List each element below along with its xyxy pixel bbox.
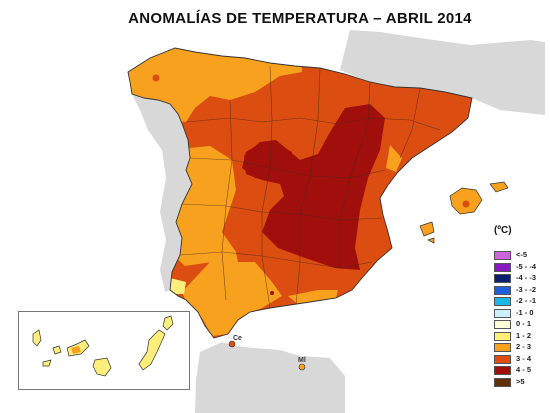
canary-islands-map: [32, 315, 174, 377]
legend-label: -2 - -1: [516, 296, 537, 305]
legend-item: -5 - -4: [494, 261, 550, 273]
ceuta: [228, 340, 236, 348]
mallorca-spot: [462, 200, 470, 208]
zone-south-orange: [182, 262, 282, 336]
peninsula-outline: [127, 47, 473, 339]
legend-label: 4 - 5: [516, 365, 532, 374]
legend-unit: (ºC): [494, 225, 512, 236]
legend-label: 3 - 4: [516, 353, 532, 363]
la-palma: [32, 329, 42, 347]
legend-item: -2 - -1: [494, 296, 550, 307]
el-hierro: [42, 359, 52, 367]
spot-galicia: [152, 74, 160, 82]
ceuta-label: Ce: [233, 335, 242, 342]
legend-swatch: [494, 366, 511, 375]
portugal-land: [132, 94, 192, 292]
legend-label: 0 - 1: [516, 319, 532, 328]
legend-item: >5: [494, 376, 550, 388]
ibiza: [419, 221, 435, 237]
spot-south-1: [270, 291, 274, 295]
france-land: [340, 30, 545, 115]
legend-swatch: [494, 251, 511, 260]
legend-label: 2 - 3: [516, 342, 532, 351]
legend-item: -4 - -3: [494, 273, 550, 284]
menorca: [489, 181, 509, 193]
legend-item: -1 - 0: [494, 307, 550, 319]
legend-label: >5: [516, 376, 525, 386]
legend-item: -3 - -2: [494, 284, 550, 296]
legend-item: 3 - 4: [494, 353, 550, 365]
legend-swatch: [494, 308, 511, 318]
melilla: [298, 363, 306, 371]
legend-swatch: [494, 297, 511, 306]
legend-swatch: [494, 262, 511, 272]
legend-label: -4 - -3: [516, 273, 537, 282]
peninsula-anomaly-fields: [128, 48, 472, 338]
legend-label: 1 - 2: [516, 330, 532, 340]
map-title: ANOMALÍAS DE TEMPERATURA – ABRIL 2014: [128, 10, 472, 27]
legend-item: <-5: [494, 250, 550, 261]
legend-label: -5 - -4: [516, 261, 537, 271]
lanzarote: [162, 315, 174, 331]
legend-swatch: [494, 320, 511, 329]
la-gomera: [52, 345, 62, 355]
legend-label: -3 - -2: [516, 284, 537, 294]
legend-item: 2 - 3: [494, 342, 550, 353]
gran-canaria: [92, 357, 112, 377]
zone-center-hot-2: [242, 142, 292, 180]
formentera: [427, 237, 435, 244]
legend-swatch: [494, 343, 511, 352]
legend-item: 4 - 5: [494, 365, 550, 376]
legend-item: 0 - 1: [494, 319, 550, 330]
zone-extremadura-yellow: [170, 278, 186, 294]
melilla-label: Ml: [298, 357, 306, 364]
tenerife-center: [71, 346, 81, 354]
legend-swatch: [494, 274, 511, 283]
canary-islands-inset: [18, 311, 190, 390]
neighbour-land: [132, 30, 545, 413]
balearic-islands: [419, 181, 509, 244]
legend-swatch: [494, 377, 511, 387]
legend-label: -1 - 0: [516, 307, 534, 317]
legend-swatch: [494, 331, 511, 341]
zone-almeria-orange: [288, 290, 338, 306]
legend-label: <-5: [516, 250, 528, 259]
legend-item: 1 - 2: [494, 330, 550, 342]
zone-east-orange: [386, 145, 402, 172]
fuerteventura: [138, 329, 166, 371]
africa-land: [195, 342, 345, 413]
legend-swatch: [494, 285, 511, 295]
legend-swatch: [494, 354, 511, 364]
